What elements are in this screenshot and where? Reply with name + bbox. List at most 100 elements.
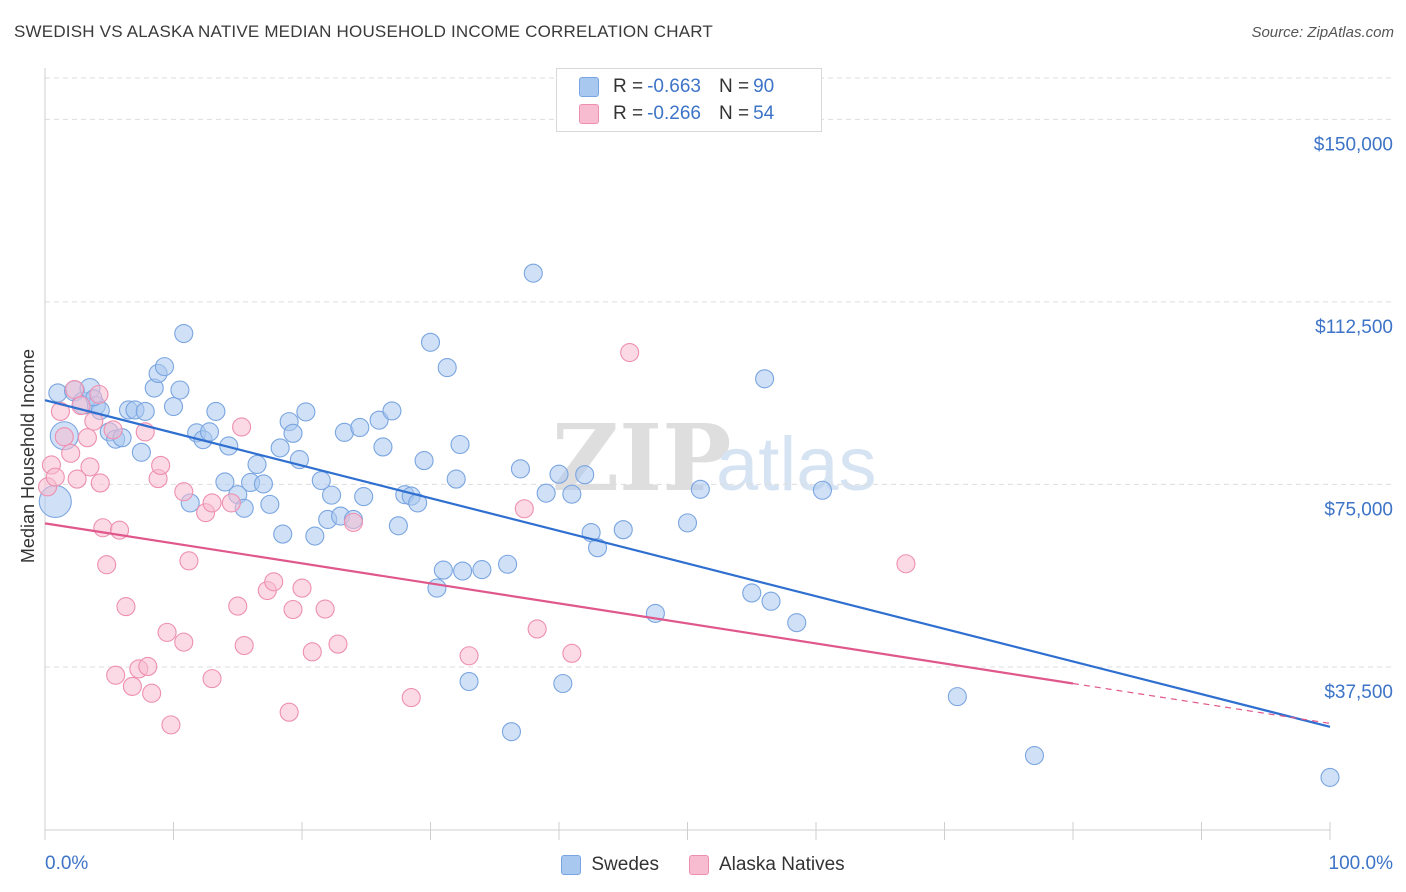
swedes-point xyxy=(420,332,441,352)
alaska-natives-point xyxy=(97,555,117,575)
alaska-natives-point xyxy=(896,554,916,574)
alaska-natives-point xyxy=(279,702,299,722)
legend-row-swedes: R = -0.663 N = 90 xyxy=(579,75,774,99)
alaska-natives-point xyxy=(50,401,70,421)
swedes-point xyxy=(787,613,807,633)
alaska-natives-point xyxy=(157,622,177,642)
alaska-natives-point xyxy=(221,493,241,513)
alaska-natives-point xyxy=(142,683,162,703)
swedes-point xyxy=(388,516,408,536)
swedes-point xyxy=(170,380,190,400)
alaska-natives-point xyxy=(161,715,181,735)
legend-r-label: R = xyxy=(613,103,644,124)
alaska-natives-point xyxy=(106,665,126,685)
series-legend-swedes[interactable]: Swedes xyxy=(561,852,659,878)
swedes-point xyxy=(131,442,151,462)
series-swatch-alaska-natives xyxy=(688,855,709,875)
alaska-natives-point xyxy=(459,646,479,666)
swedes-point xyxy=(587,538,608,558)
swedes-point xyxy=(154,357,175,377)
swedes-point xyxy=(501,722,522,742)
swedes-point xyxy=(273,524,293,544)
swedes-point xyxy=(453,561,473,581)
alaska-natives-point xyxy=(179,551,199,571)
x-tick-label-max: 100.0% xyxy=(1329,853,1394,874)
swedes-point xyxy=(549,464,569,484)
swedes-point xyxy=(553,673,573,694)
swedes-point xyxy=(369,410,389,430)
swedes-point xyxy=(761,591,781,611)
alaska-natives-point xyxy=(103,420,123,440)
y-tick-label: $112,500 xyxy=(1315,317,1393,338)
alaska-natives-point xyxy=(401,688,421,708)
legend-r-value-swedes: -0.663 xyxy=(647,76,701,97)
swedes-point xyxy=(562,484,582,504)
alaska-natives-trend-extension xyxy=(1072,682,1331,724)
swedes-point xyxy=(135,401,155,421)
alaska-natives-point xyxy=(292,578,312,598)
alaska-natives-point xyxy=(151,455,171,475)
legend-row-alaska-natives: R = -0.266 N = 54 xyxy=(579,102,774,126)
swedes-point xyxy=(947,687,967,707)
series-label-alaska-natives: Alaska Natives xyxy=(718,854,845,875)
alaska-natives-point xyxy=(202,669,222,689)
alaska-natives-trend-line xyxy=(44,522,1074,685)
swedes-point xyxy=(283,423,303,443)
swedes-point xyxy=(247,454,267,475)
alaska-natives-point xyxy=(228,596,248,616)
y-axis-label: Median Household Income xyxy=(18,349,38,563)
y-tick-label: $150,000 xyxy=(1314,134,1393,155)
swedes-point xyxy=(613,520,633,540)
swedes-point xyxy=(48,383,68,403)
alaska-natives-point xyxy=(232,417,252,437)
x-tick-label-min: 0.0% xyxy=(45,853,88,874)
chart-title: SWEDISH VS ALASKA NATIVE MEDIAN HOUSEHOL… xyxy=(14,22,713,41)
swedes-point xyxy=(199,422,220,442)
alaska-natives-point xyxy=(234,635,254,656)
alaska-natives-point xyxy=(65,379,85,400)
alaska-natives-point xyxy=(54,427,74,447)
swedes-point xyxy=(215,472,235,492)
alaska-natives-point xyxy=(514,499,534,519)
swedes-point xyxy=(414,451,434,471)
alaska-natives-point xyxy=(77,428,97,448)
series-swatch-swedes xyxy=(561,855,582,875)
alaska-natives-point xyxy=(122,676,142,696)
swedes-point xyxy=(690,479,710,499)
swedes-point xyxy=(296,402,316,422)
series-legend-alaska-natives[interactable]: Alaska Natives xyxy=(688,852,845,878)
legend-swatch-swedes xyxy=(579,77,599,97)
swedes-trend-line xyxy=(44,399,1331,728)
swedes-point xyxy=(437,358,457,378)
swedes-point xyxy=(536,483,556,503)
swedes-point xyxy=(459,671,479,692)
swedes-point xyxy=(498,554,518,574)
swedes-point xyxy=(677,513,698,533)
swedes-point xyxy=(382,401,402,421)
alaska-natives-point xyxy=(527,619,547,639)
swedes-point xyxy=(163,396,184,417)
alaska-natives-point xyxy=(138,656,158,677)
swedes-point xyxy=(1320,767,1340,787)
alaska-natives-point xyxy=(90,473,110,493)
series-legend: Swedes Alaska Natives xyxy=(0,852,1406,878)
swedes-point xyxy=(373,437,393,457)
legend-n-label: N = xyxy=(718,76,750,97)
alaska-natives-point xyxy=(202,493,222,513)
series-label-swedes: Swedes xyxy=(591,854,659,875)
alaska-natives-point xyxy=(328,634,348,654)
swedes-point xyxy=(350,417,370,438)
alaska-natives-point xyxy=(61,443,81,463)
alaska-natives-point xyxy=(174,482,194,502)
swedes-point xyxy=(433,560,453,580)
alaska-natives-point xyxy=(174,632,194,652)
alaska-natives-point xyxy=(45,467,65,487)
swedes-point xyxy=(510,459,531,479)
alaska-natives-point xyxy=(620,342,640,363)
chart-source: Source: ZipAtlas.com xyxy=(1251,24,1394,41)
alaska-natives-point xyxy=(67,469,87,489)
alaska-natives-point xyxy=(315,599,335,619)
swedes-point xyxy=(260,494,280,514)
alaska-natives-point xyxy=(302,642,322,662)
